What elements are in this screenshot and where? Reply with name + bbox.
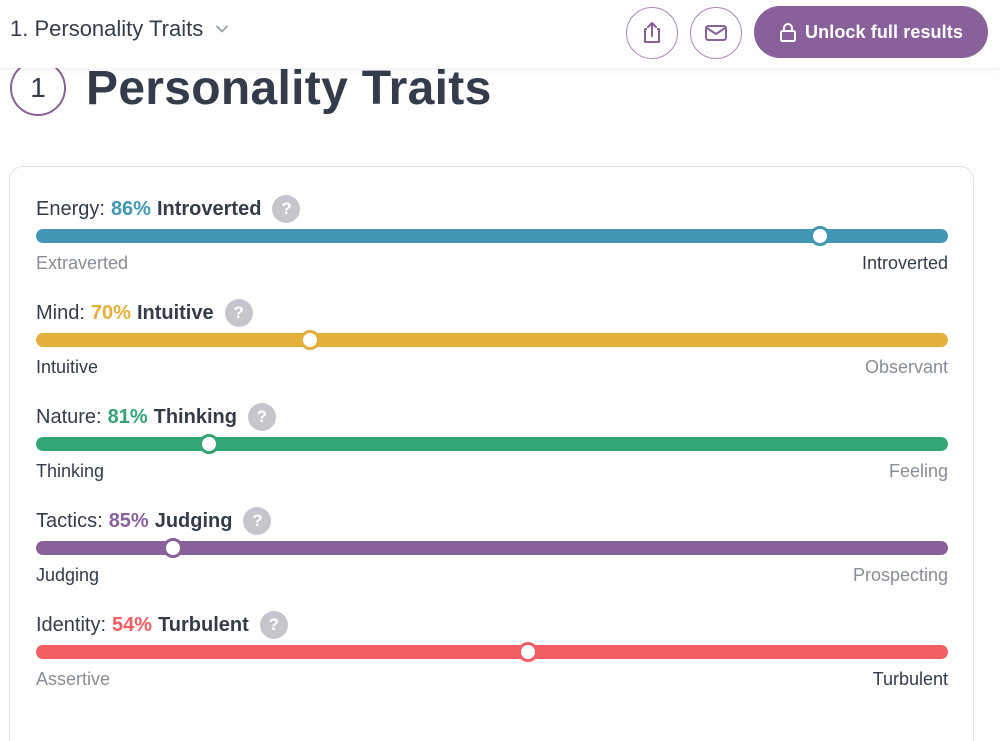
trait-bar (36, 541, 948, 555)
trait-bar (36, 229, 948, 243)
help-icon[interactable]: ? (260, 611, 288, 639)
page-title: Personality Traits (86, 61, 492, 116)
trait-heading: Tactics: 85% Judging? (36, 506, 948, 536)
trait-bar-marker (300, 330, 320, 350)
share-button[interactable] (626, 7, 678, 59)
trait-scale-labels: Judging Prospecting (36, 565, 948, 586)
help-icon[interactable]: ? (243, 507, 271, 535)
trait-dimension: Nature: (36, 406, 102, 429)
lock-icon (779, 22, 797, 42)
page-heading: 1 Personality Traits (10, 60, 492, 116)
trait-scale-labels: Assertive Turbulent (36, 669, 948, 690)
trait-left-label: Thinking (36, 461, 104, 482)
unlock-full-results-button[interactable]: Unlock full results (754, 6, 988, 58)
trait-right-label: Feeling (889, 461, 948, 482)
trait-row: Nature: 81% Thinking? Thinking Feeling (36, 402, 948, 432)
mail-icon (703, 20, 729, 46)
section-dropdown-label: 1. Personality Traits (10, 16, 203, 42)
trait-row: Energy: 86% Introverted? Extraverted Introve… (36, 194, 948, 224)
trait-right-label: Introverted (862, 253, 948, 274)
trait-heading: Identity: 54% Turbulent? (36, 610, 948, 640)
trait-dimension: Energy: (36, 198, 105, 221)
top-bar: 1. Personality Traits Unlock full result… (0, 0, 1000, 68)
section-dropdown[interactable]: 1. Personality Traits (10, 16, 229, 42)
chevron-down-icon (215, 22, 229, 36)
trait-dimension: Mind: (36, 302, 85, 325)
trait-left-label: Assertive (36, 669, 110, 690)
unlock-button-label: Unlock full results (805, 22, 963, 43)
share-icon (639, 20, 665, 46)
trait-bar (36, 645, 948, 659)
trait-right-label: Observant (865, 357, 948, 378)
help-icon[interactable]: ? (225, 299, 253, 327)
trait-heading: Energy: 86% Introverted? (36, 194, 948, 224)
trait-result: Judging (155, 510, 233, 533)
trait-left-label: Judging (36, 565, 99, 586)
trait-result: Introverted (157, 198, 261, 221)
trait-left-label: Intuitive (36, 357, 98, 378)
trait-row: Tactics: 85% Judging? Judging Prospecting (36, 506, 948, 536)
trait-row: Identity: 54% Turbulent? Assertive Turbulent (36, 610, 948, 640)
trait-bar (36, 437, 948, 451)
trait-right-label: Prospecting (853, 565, 948, 586)
trait-percent: 54% (112, 614, 152, 637)
trait-heading: Nature: 81% Thinking? (36, 402, 948, 432)
trait-percent: 85% (109, 510, 149, 533)
trait-right-label: Turbulent (873, 669, 948, 690)
trait-percent: 86% (111, 198, 151, 221)
trait-percent: 70% (91, 302, 131, 325)
trait-left-label: Extraverted (36, 253, 128, 274)
trait-scale-labels: Thinking Feeling (36, 461, 948, 482)
trait-row: Mind: 70% Intuitive? Intuitive Observant (36, 298, 948, 328)
help-icon[interactable]: ? (248, 403, 276, 431)
trait-percent: 81% (108, 406, 148, 429)
trait-bar-marker (163, 538, 183, 558)
trait-bar (36, 333, 948, 347)
trait-scale-labels: Intuitive Observant (36, 357, 948, 378)
trait-result: Turbulent (158, 614, 249, 637)
email-button[interactable] (690, 7, 742, 59)
trait-dimension: Identity: (36, 614, 106, 637)
help-icon[interactable]: ? (272, 195, 300, 223)
step-number-badge: 1 (10, 60, 66, 116)
trait-heading: Mind: 70% Intuitive? (36, 298, 948, 328)
trait-result: Intuitive (137, 302, 214, 325)
trait-result: Thinking (154, 406, 237, 429)
trait-dimension: Tactics: (36, 510, 103, 533)
trait-scale-labels: Extraverted Introverted (36, 253, 948, 274)
